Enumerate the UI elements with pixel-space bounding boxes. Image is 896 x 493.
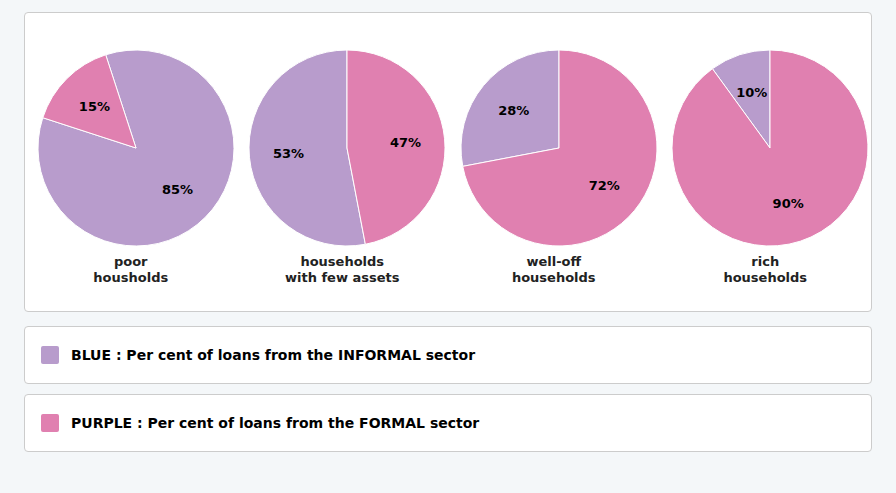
html-text:well-off households: well-off households — [511, 254, 596, 285]
html-text:BLUE : Per cent of loans from: BLUE : Per cent of loans from the INFORM… — [71, 347, 475, 363]
html-text:rich households: rich households — [723, 254, 808, 285]
svg-text:53%: 53% — [273, 146, 304, 161]
svg-text:28%: 28% — [498, 103, 529, 118]
svg-text:47%: 47% — [390, 135, 421, 150]
svg-text:85%: 85% — [162, 182, 193, 197]
html-text:poor housholds: poor housholds — [93, 254, 169, 285]
svg-text:15%: 15% — [79, 99, 110, 114]
html-text:households with few assets: households with few assets — [285, 254, 400, 285]
svg-text:72%: 72% — [588, 178, 619, 193]
html-text:PURPLE : Per cent of loans fro: PURPLE : Per cent of loans from the FORM… — [71, 415, 480, 431]
svg-text:90%: 90% — [773, 196, 804, 211]
svg-text:10%: 10% — [737, 85, 768, 100]
